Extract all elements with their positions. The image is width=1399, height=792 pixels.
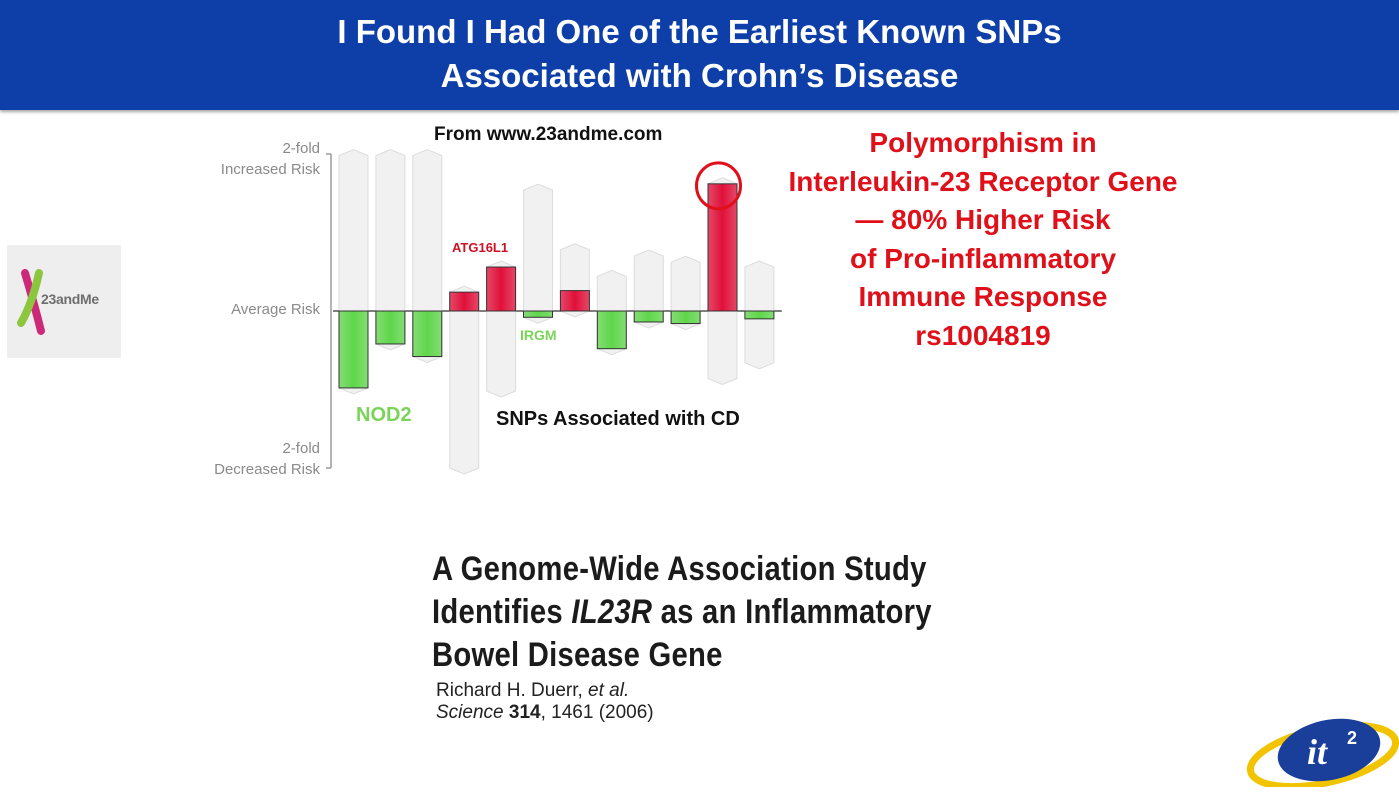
callout-line-1: Polymorphism in [869, 127, 1097, 158]
snp-bar-10 [670, 310, 701, 325]
chart-x-caption: SNPs Associated with CD [496, 408, 740, 430]
snp-bar-12 [744, 310, 775, 320]
snp-bar-7 [559, 290, 590, 312]
y-tick-label-increased: 2-fold Increased Risk [190, 138, 320, 180]
paper-title-line-3: Bowel Disease Gene [432, 636, 723, 674]
citation-volume: 314 [508, 702, 541, 723]
it2-logo-text: it [1307, 732, 1328, 772]
paper-title-line-2-post: as an Inflammatory [652, 593, 932, 631]
23andme-wordmark: 23andMe [41, 291, 99, 307]
y-tick-label-average: Average Risk [190, 299, 320, 320]
snp-bar-2 [375, 310, 406, 345]
slide-title-line-2: Associated with Crohn’s Disease [440, 57, 959, 94]
snp-bar-6 [523, 310, 553, 318]
snp-bar-4 [449, 291, 480, 312]
snp-bar-3 [412, 310, 443, 358]
y-tick-label-increased-line-1: 2-fold [282, 140, 320, 157]
paper-title-line-2-pre: Identifies [432, 593, 572, 631]
highlight-circle [695, 161, 742, 211]
callout-line-2: Interleukin-23 Receptor Gene [788, 165, 1178, 197]
it2-logo-icon: it 2 [1246, 718, 1399, 791]
callout-line-5: Immune Response [858, 281, 1108, 312]
callout-line-3: — 80% Higher Risk [855, 204, 1111, 235]
callout-line-4: of Pro-inflammatory [849, 242, 1117, 274]
it2-logo-superscript: 2 [1347, 728, 1357, 748]
bar-label-irgm: IRGM [520, 327, 557, 343]
paper-citation: Richard H. Duerr, et al. Science 314, 14… [436, 680, 654, 724]
bar-label-atg16l1: ATG16L1 [452, 240, 509, 255]
citation-journal-name: Science [436, 702, 504, 723]
paper-title-gene: IL23R [571, 593, 653, 631]
callout-line-6: rs1004819 [915, 319, 1051, 351]
paper-title-line-2: Identifies IL23R as an Inflammatory [432, 591, 932, 634]
paper-title: A Genome-Wide Association Study Identifi… [432, 548, 932, 677]
y-tick-label-decreased-line-1: 2-fold [282, 440, 320, 457]
title-bar: I Found I Had One of the Earliest Known … [0, 0, 1399, 110]
citation-pages-year: , 1461 (2006) [540, 702, 654, 723]
slide-title-line-1: I Found I Had One of the Earliest Known … [337, 13, 1062, 50]
snp-bar-1 [338, 310, 369, 389]
snp-bar-5 [486, 266, 517, 312]
il23r-callout: Polymorphism in Interleukin-23 Receptor … [738, 124, 1228, 355]
chart-source-note: From www.23andme.com [434, 124, 663, 145]
snp-bar-9 [633, 310, 664, 323]
it2-logo: it 2 [1243, 712, 1399, 791]
y-tick-label-decreased: 2-fold Decreased Risk [190, 438, 320, 480]
paper-title-line-1: A Genome-Wide Association Study [432, 550, 927, 588]
citation-authors: Richard H. Duerr, et al. [436, 680, 654, 702]
y-tick-label-average-line-1: Average Risk [231, 301, 320, 318]
citation-author-name: Richard H. Duerr, [436, 680, 589, 701]
risk-range-band-4 [449, 285, 480, 475]
citation-etal: et al. [588, 680, 630, 701]
y-tick-label-decreased-line-2: Decreased Risk [214, 461, 320, 478]
bar-label-nod2: NOD2 [356, 404, 412, 426]
snp-bar-8 [596, 310, 627, 350]
23andme-x-icon [17, 269, 45, 335]
y-tick-label-increased-line-2: Increased Risk [220, 161, 320, 178]
risk-range-band-6 [523, 183, 553, 324]
citation-journal: Science 314, 1461 (2006) [436, 702, 654, 724]
23andme-logo: 23andMe [7, 245, 121, 358]
